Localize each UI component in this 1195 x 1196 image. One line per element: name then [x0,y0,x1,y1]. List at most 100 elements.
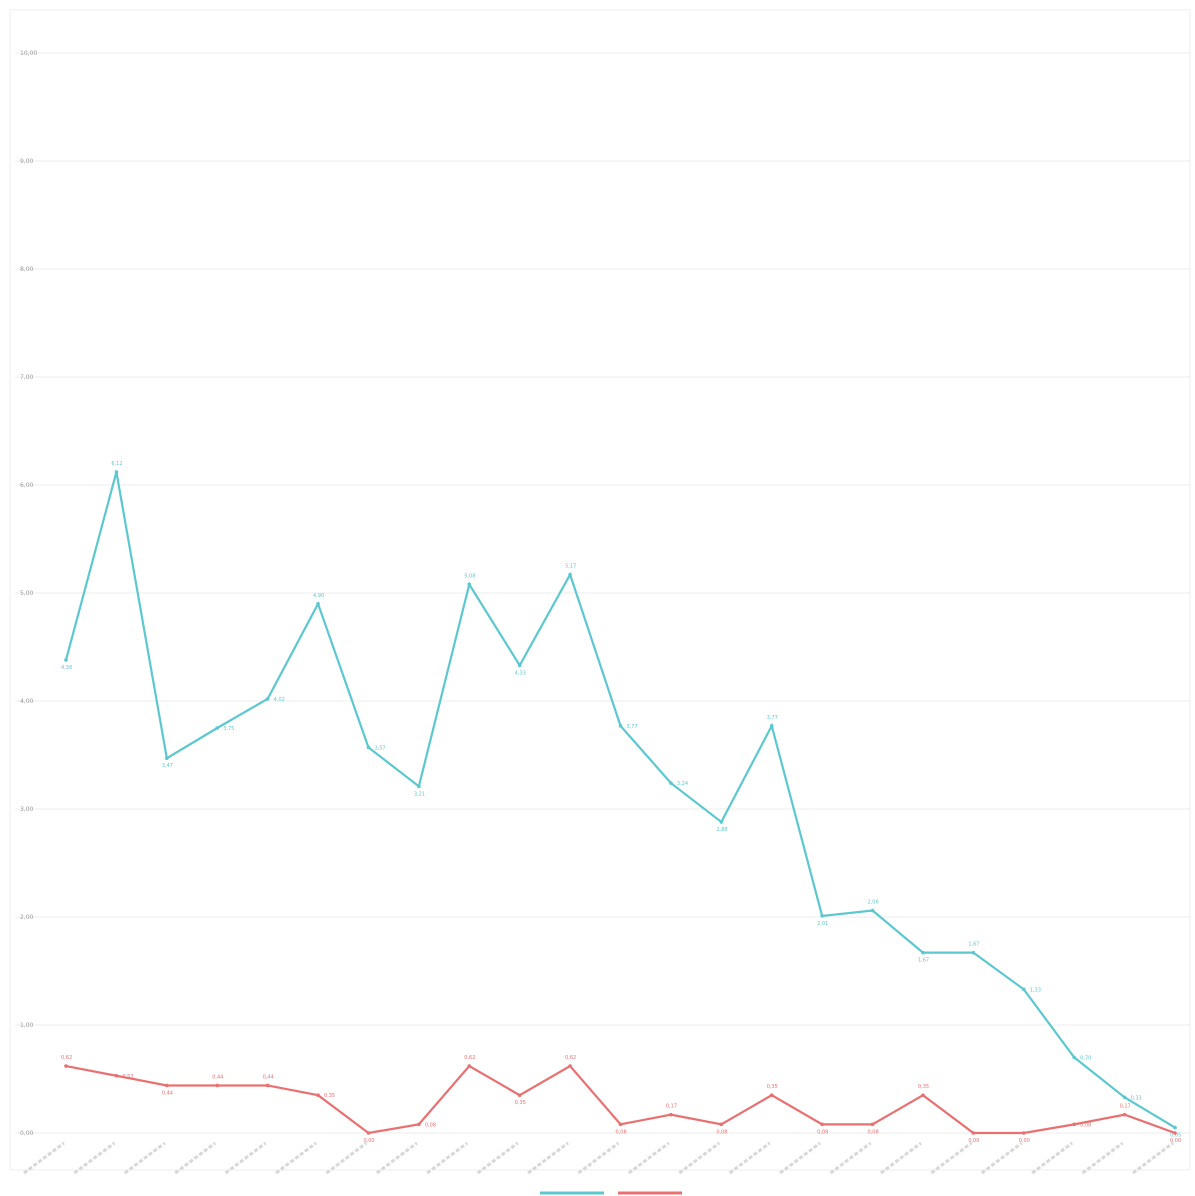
data-label: 0,08 [616,1129,627,1135]
data-point [165,1083,169,1088]
data-label: 0,44 [263,1074,274,1080]
data-label: 0,08 [716,1129,727,1135]
x-tick-mark [73,1141,116,1175]
grid-lines [15,52,1190,1134]
data-label: 0,00 [1019,1138,1030,1144]
y-tick-label: 7,00 [20,374,34,381]
data-point [64,658,68,662]
data-point [1122,1112,1127,1117]
data-point [417,784,421,789]
data-label: 6,12 [111,461,122,467]
data-label: 0,70 [1080,1055,1091,1061]
data-point [669,781,673,785]
data-label: 2,88 [716,827,727,833]
data-label: 5,08 [464,573,475,579]
data-label: 0,62 [61,1055,72,1061]
data-point [517,1093,522,1097]
data-label: 0,05 [1170,1133,1181,1139]
data-point [316,602,320,606]
plot-frame [9,9,1191,1171]
data-label: 0,35 [767,1084,778,1090]
y-tick-label: 1,00 [20,1022,34,1029]
data-point [820,914,824,918]
data-label: 0,00 [1170,1138,1181,1144]
data-label: 1,33 [1030,987,1041,993]
x-axis-ticks [23,1141,1174,1175]
data-point [921,1093,925,1097]
y-tick-label: 8,00 [20,266,34,273]
data-label: 2,06 [868,900,879,906]
x-tick-mark [1031,1141,1074,1175]
x-tick-mark [1132,1141,1174,1175]
data-point [921,950,925,955]
data-label: 3,57 [374,745,385,751]
data-label: 4,38 [61,665,72,671]
data-point [316,1093,320,1097]
x-tick-mark [1081,1141,1124,1175]
data-label: 4,02 [274,697,285,703]
y-axis-ticks: 0,00 1,00 2,00 3,00 4,00 5,00 6,00 7,00 8,00 9,00… [20,50,37,1137]
x-tick-mark [980,1141,1023,1175]
data-point [265,1083,270,1088]
data-label: 0,08 [817,1129,828,1135]
y-tick-label: 6,00 [20,482,34,489]
data-label: 0,17 [1120,1104,1131,1110]
data-point [1072,1055,1076,1060]
data-point [568,1064,572,1068]
data-label: 0,53 [122,1074,133,1080]
data-point [215,726,220,730]
x-tick-mark [527,1141,569,1175]
data-label: 3,24 [677,781,688,787]
data-label: 0,00 [363,1138,374,1144]
x-tick-mark [880,1141,922,1175]
data-label: 0,35 [515,1100,526,1106]
data-label: 4,33 [515,670,526,676]
data-label: 3,77 [767,715,778,721]
y-tick-label: 5,00 [20,590,34,597]
data-point [467,582,472,587]
data-label: 0,35 [324,1093,335,1099]
y-tick-label: 9,00 [20,158,34,165]
series-layer: 4,38 6,12 3,47 3,75 4,02 4,90 3,57 3,21 5,08 4,33… [61,461,1181,1144]
x-tick-mark [577,1141,620,1175]
y-tick-label: 0,00 [20,1130,34,1137]
data-point [971,950,976,955]
series-1: 4,38 6,12 3,47 3,75 4,02 4,90 3,57 3,21 5,08 4,33… [61,461,1181,1139]
x-tick-mark [930,1141,973,1175]
data-point [568,572,572,577]
data-label: 3,77 [627,724,638,730]
x-tick-mark [325,1141,368,1175]
data-label: 2,01 [817,921,828,927]
data-label: 3,47 [162,763,173,769]
data-label: 1,67 [968,942,979,948]
x-tick-mark [829,1141,872,1175]
data-point [719,820,724,824]
data-label: 0,62 [565,1055,576,1061]
data-point [769,724,774,728]
data-label: 0,08 [425,1122,436,1128]
data-label: 0,00 [968,1138,979,1144]
data-point [265,697,270,701]
data-label: 0,44 [212,1074,223,1080]
data-point [618,1122,623,1127]
data-label: 0,08 [868,1129,879,1135]
data-point [366,1131,371,1135]
x-tick-mark [23,1141,65,1175]
data-label: 0,44 [162,1090,173,1096]
data-label: 0,35 [918,1084,929,1090]
data-point [165,756,169,761]
data-point [971,1131,976,1135]
data-point [1072,1122,1076,1127]
data-label: 0,62 [464,1055,475,1061]
data-label: 3,75 [223,726,234,732]
x-tick-mark [728,1141,771,1175]
data-label: 0,33 [1131,1095,1142,1101]
data-point [1122,1095,1127,1100]
y-tick-label: 4,00 [20,698,34,705]
x-tick-mark [375,1141,418,1175]
series-2: 0,62 0,53 0,44 0,44 0,44 0,35 0,00 0,08 0,62 0,35… [61,1055,1181,1144]
data-point [1173,1131,1177,1135]
data-label: 5,17 [565,564,576,570]
data-point [64,1064,68,1068]
y-tick-label: 2,00 [20,914,34,921]
